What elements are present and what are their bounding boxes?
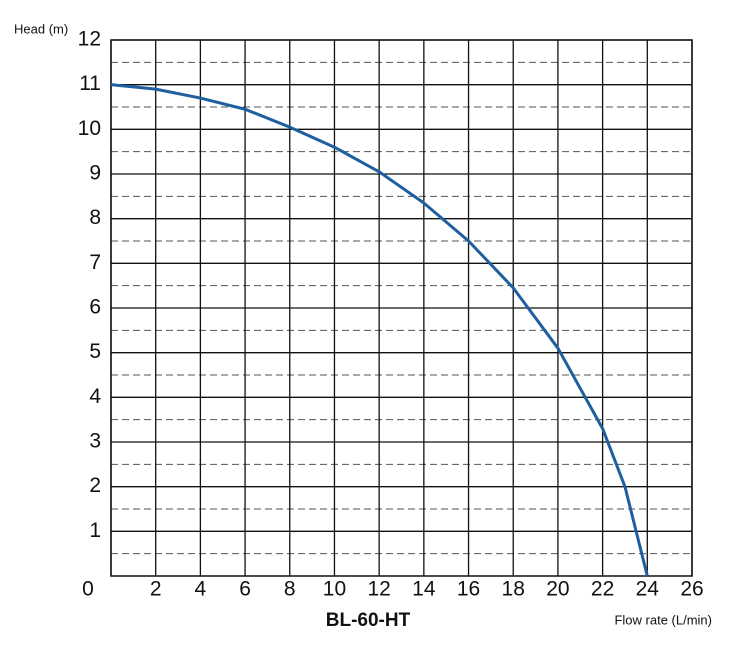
x-tick-label: 26 — [680, 578, 703, 601]
x-tick-label: 20 — [546, 578, 569, 601]
chart-title: BL-60-HT — [326, 610, 411, 631]
y-tick-label: 8 — [89, 206, 101, 229]
y-tick-label: 11 — [79, 72, 101, 95]
y-tick-label: 2 — [89, 474, 101, 497]
y-tick-label: 4 — [89, 385, 101, 408]
x-tick-label: 8 — [284, 578, 296, 601]
x-tick-label: 10 — [323, 578, 346, 601]
x-tick-label: 0 — [82, 578, 94, 601]
x-axis-label: Flow rate (L/min) — [614, 612, 712, 627]
y-tick-label: 6 — [89, 296, 101, 319]
plot-frame — [110, 39, 693, 577]
y-tick-label: 10 — [78, 117, 101, 140]
x-tick-label: 24 — [636, 578, 660, 601]
y-tick-label: 1 — [89, 519, 101, 542]
y-tick-label: 9 — [89, 162, 101, 185]
x-tick-label: 2 — [150, 578, 162, 601]
x-tick-label: 6 — [239, 578, 251, 601]
y-axis-label: Head (m) — [14, 21, 68, 36]
y-tick-label: 12 — [78, 28, 101, 51]
x-tick-label: 4 — [195, 578, 207, 601]
x-tick-label: 14 — [412, 578, 436, 601]
x-tick-label: 18 — [502, 578, 525, 601]
x-tick-label: 16 — [457, 578, 480, 601]
y-tick-label: 5 — [89, 340, 101, 363]
pump-curve — [110, 83, 649, 577]
y-tick-label: 7 — [89, 251, 101, 274]
x-tick-label: 22 — [591, 578, 614, 601]
x-tick-label: 12 — [367, 578, 390, 601]
y-tick-label: 3 — [89, 430, 101, 453]
